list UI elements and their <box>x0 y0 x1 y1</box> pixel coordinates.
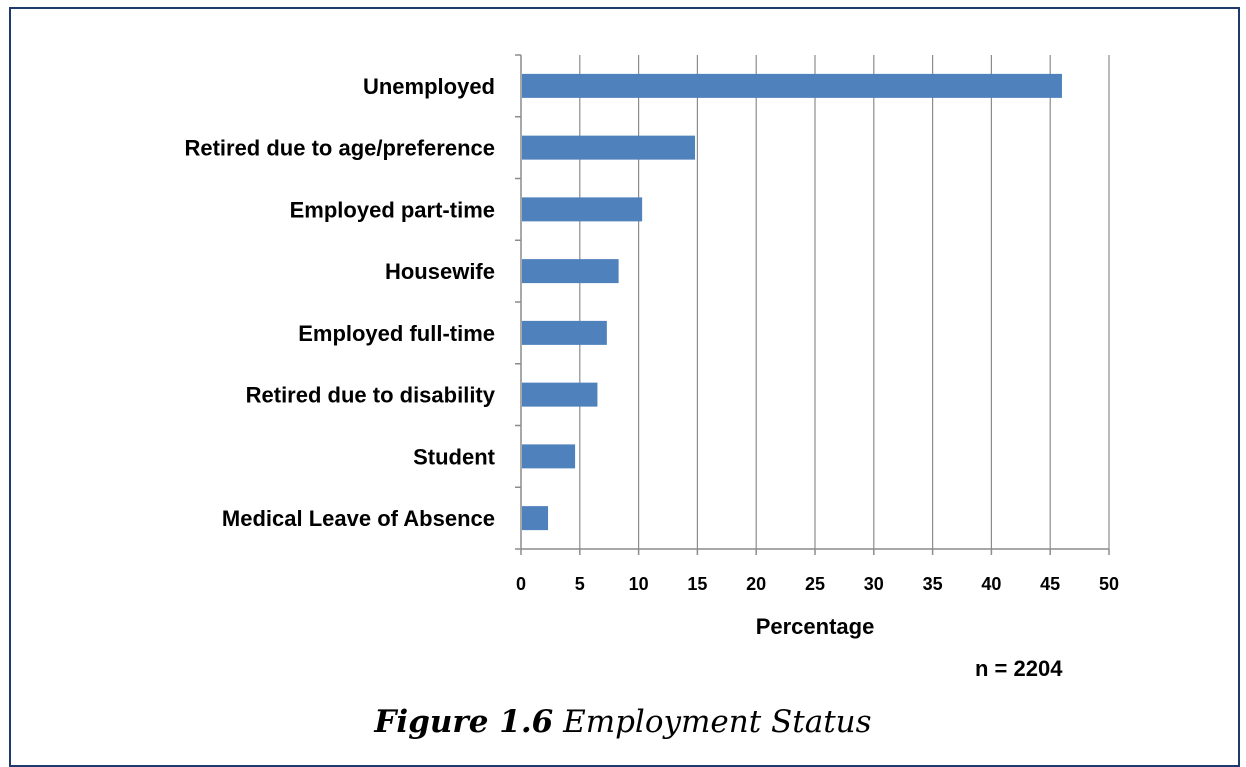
employment-bar-chart: Unemployed Retired due to age/preference E… <box>184 54 1119 639</box>
x-tick-label: 40 <box>981 574 1001 594</box>
category-label: Unemployed <box>363 74 495 99</box>
x-tick-labels: 0 5 10 15 20 25 30 35 40 45 50 <box>516 574 1119 594</box>
x-tick-label: 30 <box>864 574 884 594</box>
bar <box>522 197 643 222</box>
x-tick-label: 25 <box>805 574 825 594</box>
axes-group <box>515 54 1110 555</box>
vertical-gridlines <box>579 55 1110 549</box>
bar <box>522 135 696 160</box>
x-axis-title: Percentage <box>756 614 875 639</box>
bar <box>522 444 576 469</box>
x-tick-label: 45 <box>1040 574 1060 594</box>
category-label: Retired due to disability <box>246 383 496 408</box>
figure-title: Employment Status <box>563 704 872 740</box>
bars-group <box>522 73 1062 531</box>
x-tick-label: 0 <box>516 574 526 594</box>
category-label: Employed full-time <box>298 321 495 346</box>
x-tick-label: 15 <box>687 574 707 594</box>
bar <box>522 320 607 345</box>
category-label: Medical Leave of Absence <box>222 506 495 531</box>
category-label: Housewife <box>385 259 495 284</box>
category-label: Employed part-time <box>290 197 495 222</box>
x-tick-label: 20 <box>746 574 766 594</box>
category-labels: Unemployed Retired due to age/preference E… <box>184 74 495 531</box>
bar <box>522 382 598 407</box>
bar <box>522 73 1062 98</box>
x-tick-label: 50 <box>1099 574 1119 594</box>
bar <box>522 259 619 284</box>
figure-number: Figure 1.6 <box>374 704 554 740</box>
category-label: Retired due to age/preference <box>184 136 495 161</box>
x-tick-label: 35 <box>923 574 943 594</box>
bar <box>522 506 549 531</box>
sample-size-note: n = 2204 <box>975 656 1063 681</box>
x-tick-label: 10 <box>629 574 649 594</box>
category-label: Student <box>413 444 496 469</box>
figure-caption: Figure 1.6 Employment Status <box>0 704 1246 740</box>
x-tick-label: 5 <box>575 574 585 594</box>
